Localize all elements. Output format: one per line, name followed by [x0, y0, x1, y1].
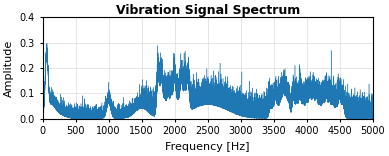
- Y-axis label: Amplitude: Amplitude: [4, 39, 14, 97]
- X-axis label: Frequency [Hz]: Frequency [Hz]: [165, 142, 250, 152]
- Title: Vibration Signal Spectrum: Vibration Signal Spectrum: [116, 4, 300, 17]
